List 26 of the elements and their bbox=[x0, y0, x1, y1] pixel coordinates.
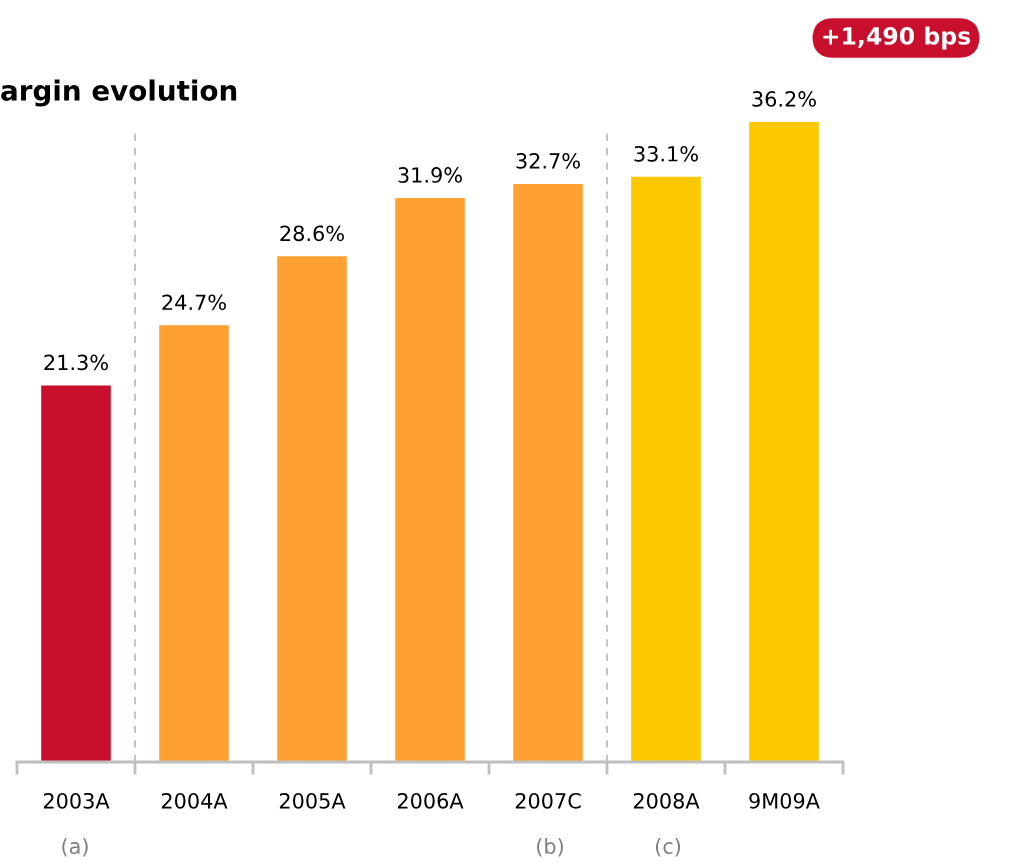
x-tick-label: 2007C bbox=[515, 792, 581, 809]
x-tick-label: 2008A bbox=[633, 792, 700, 809]
x-tick-label: 2006A bbox=[397, 792, 464, 809]
x-tick-label: 2004A bbox=[161, 792, 228, 809]
data-label: 28.6% bbox=[280, 225, 344, 242]
x-tick-label: 2005A bbox=[279, 792, 346, 809]
bar bbox=[631, 176, 701, 762]
data-label: 36.2% bbox=[752, 91, 816, 107]
x-tick-label: 2003A bbox=[43, 792, 110, 809]
text: (a) bbox=[62, 837, 88, 857]
bar bbox=[749, 122, 819, 762]
bar bbox=[159, 325, 229, 762]
text: (b) bbox=[537, 837, 563, 857]
text: (c) bbox=[655, 837, 681, 857]
bar bbox=[277, 256, 347, 762]
data-label: 32.7% bbox=[516, 152, 580, 169]
text: +1,490 bps bbox=[823, 26, 971, 50]
data-label: 24.7% bbox=[162, 294, 226, 311]
data-label: 33.1% bbox=[634, 145, 698, 162]
data-label: 31.9% bbox=[398, 167, 462, 183]
data-label: 21.3% bbox=[44, 354, 108, 371]
chart-title: argin evolution bbox=[1, 79, 237, 107]
bar bbox=[41, 385, 111, 762]
bar bbox=[513, 183, 583, 762]
bar bbox=[395, 198, 465, 762]
x-tick-label: 9M09A bbox=[749, 792, 820, 809]
